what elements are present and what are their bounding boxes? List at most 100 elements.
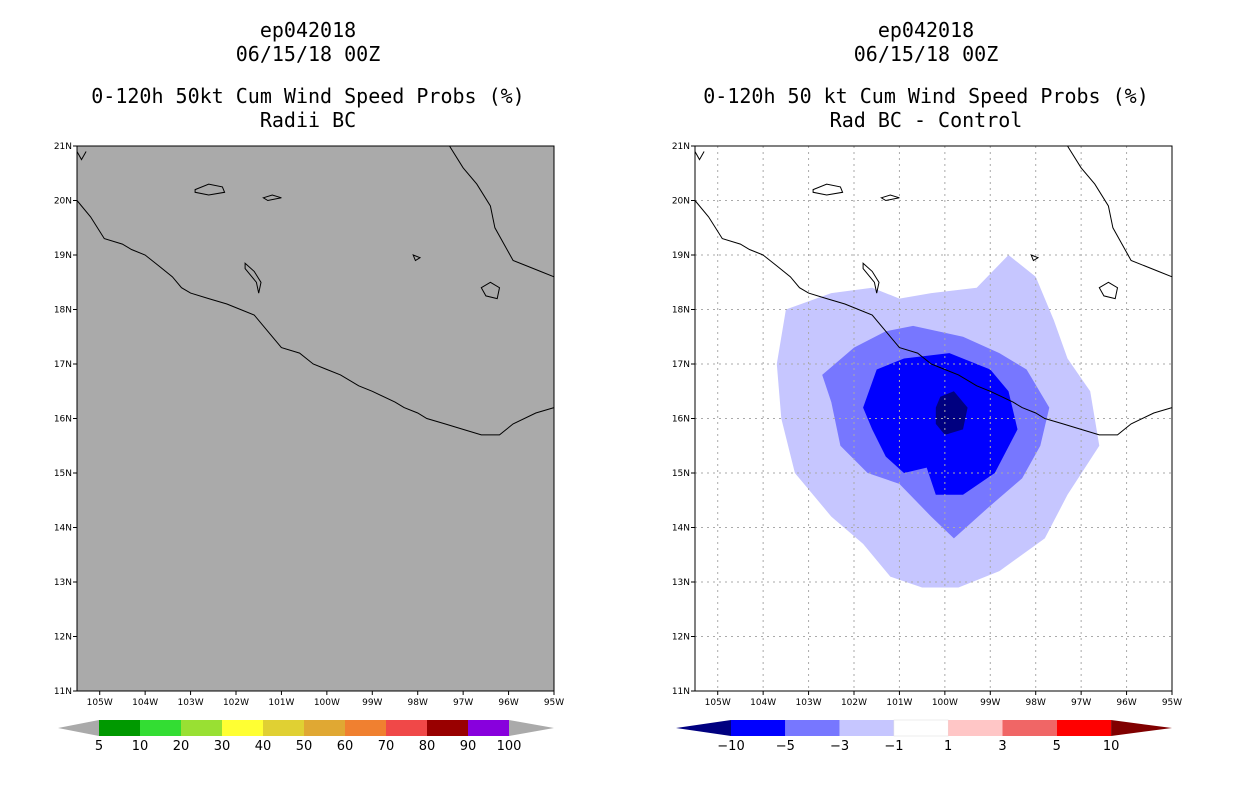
lake-outline — [262, 194, 282, 202]
right-plot-subtitle: Rad BC - Control — [829, 108, 1023, 132]
difference-contours — [776, 255, 1100, 588]
lon-label: 105W — [87, 698, 113, 708]
colorbar-label: 50 — [296, 739, 313, 754]
lat-label: 15N — [54, 469, 72, 479]
left-storm-id: ep042018 — [259, 18, 357, 42]
colorbar-low-arrow — [58, 720, 99, 736]
left-colorbar: 5 10 20 30 40 50 60 70 80 90 100 — [58, 720, 554, 754]
right-coastlines — [694, 145, 1173, 436]
colorbar-label: 40 — [255, 739, 272, 754]
lat-label: 19N — [54, 251, 72, 261]
colorbar-label: 20 — [173, 739, 190, 754]
lon-label: 96W — [498, 698, 518, 708]
lat-label: 17N — [672, 360, 690, 370]
lat-label: 13N — [672, 578, 690, 588]
coast-corner — [76, 151, 87, 161]
coast-corner — [694, 151, 705, 161]
colorbar-label: −5 — [776, 739, 795, 754]
colorbar-label: 1 — [944, 739, 952, 754]
lon-label: 102W — [841, 698, 867, 708]
lon-label: 100W — [314, 698, 340, 708]
lake-outline — [862, 262, 880, 294]
pacific-coastline — [694, 200, 1173, 436]
colorbar-swatch — [839, 720, 894, 736]
left-plot-title: 0-120h 50kt Cum Wind Speed Probs (%) — [91, 84, 525, 108]
left-panel-title-block: ep042018 06/15/18 00Z 0-120h 50kt Cum Wi… — [58, 18, 558, 132]
lon-label: 104W — [132, 698, 158, 708]
lon-label: 96W — [1116, 698, 1136, 708]
lake-outline — [1030, 254, 1040, 262]
lake-outline — [480, 281, 501, 300]
right-storm-id: ep042018 — [877, 18, 975, 42]
lon-label: 104W — [750, 698, 776, 708]
gulf-coastline — [449, 145, 555, 278]
colorbar-swatch — [468, 720, 509, 736]
lon-label: 102W — [223, 698, 249, 708]
lon-label: 105W — [705, 698, 731, 708]
colorbar-label: 10 — [132, 739, 149, 754]
lat-label: 18N — [672, 306, 690, 316]
lat-label: 14N — [54, 524, 72, 534]
colorbar-label: 90 — [460, 739, 477, 754]
lon-label: 99W — [980, 698, 1000, 708]
lat-label: 11N — [54, 687, 72, 697]
lon-label: 95W — [544, 698, 564, 708]
lon-label: 95W — [1162, 698, 1182, 708]
colorbar-label: 70 — [378, 739, 395, 754]
gulf-coastline — [1067, 145, 1173, 278]
colorbar-swatch — [1002, 720, 1057, 736]
lon-label: 97W — [1071, 698, 1091, 708]
lat-label: 11N — [672, 687, 690, 697]
colorbar-swatch — [99, 720, 140, 736]
lat-label: 12N — [54, 633, 72, 643]
lake-outline — [244, 262, 262, 294]
lon-label: 103W — [796, 698, 822, 708]
left-coastlines — [76, 145, 555, 436]
right-plot-title: 0-120h 50 kt Cum Wind Speed Probs (%) — [703, 84, 1149, 108]
lat-label: 20N — [54, 197, 72, 207]
colorbar-swatch — [1056, 720, 1112, 736]
lat-label: 16N — [672, 415, 690, 425]
colorbar-swatch — [893, 719, 949, 737]
lat-label: 16N — [54, 415, 72, 425]
colorbar-label: −3 — [830, 739, 849, 754]
right-panel-title-block: ep042018 06/15/18 00Z 0-120h 50 kt Cum W… — [676, 18, 1176, 132]
contour-level-4 — [935, 391, 968, 435]
colorbar-swatch — [386, 720, 427, 736]
lon-label: 100W — [932, 698, 958, 708]
left-date: 06/15/18 00Z — [235, 42, 381, 66]
lat-label: 12N — [672, 633, 690, 643]
colorbar-swatch — [731, 720, 786, 736]
lake-outline — [1098, 281, 1119, 300]
lake-outline — [194, 183, 226, 196]
colorbar-swatch — [140, 720, 181, 736]
right-map-grid — [695, 146, 1172, 691]
colorbar-label: −1 — [884, 739, 903, 754]
colorbar-swatch — [181, 720, 222, 736]
colorbar-swatch — [948, 720, 1003, 736]
pacific-coastline — [76, 200, 555, 436]
colorbar-swatch — [345, 720, 386, 736]
colorbar-high-arrow — [1111, 720, 1172, 736]
colorbar-label: 60 — [337, 739, 354, 754]
colorbar-label: 80 — [419, 739, 436, 754]
lon-label: 101W — [886, 698, 912, 708]
colorbar-label: 3 — [998, 739, 1006, 754]
lat-label: 13N — [54, 578, 72, 588]
lon-label: 98W — [1026, 698, 1046, 708]
right-date: 06/15/18 00Z — [853, 42, 999, 66]
left-plot-subtitle: Radii BC — [259, 108, 357, 132]
lake-outline — [812, 183, 844, 196]
colorbar-label: 5 — [95, 739, 103, 754]
colorbar-swatch — [263, 720, 304, 736]
colorbar-label: 10 — [1103, 739, 1120, 754]
lat-label: 21N — [672, 142, 690, 152]
lat-label: 21N — [54, 142, 72, 152]
colorbar-label: −10 — [717, 739, 744, 754]
lat-label: 17N — [54, 360, 72, 370]
colorbar-swatch — [785, 720, 840, 736]
lon-label: 98W — [408, 698, 428, 708]
colorbar-swatch — [304, 720, 345, 736]
colorbar-swatch — [427, 720, 468, 736]
left-map-background — [77, 146, 554, 691]
